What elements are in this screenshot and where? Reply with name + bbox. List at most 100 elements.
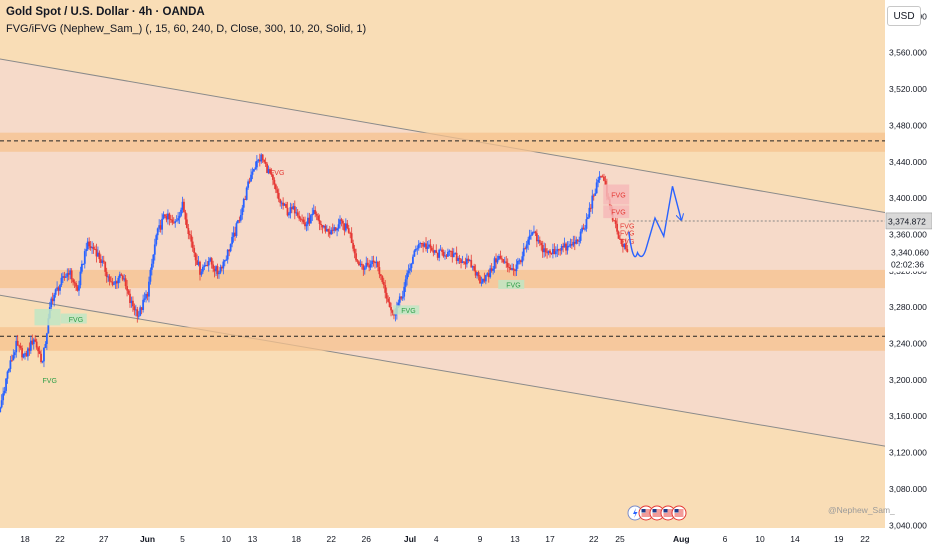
candle-body bbox=[73, 282, 76, 284]
candle bbox=[533, 225, 535, 234]
indicator-legend[interactable]: FVG/iFVG (Nephew_Sam_) (, 15, 60, 240, D… bbox=[6, 23, 367, 35]
candle-body bbox=[174, 221, 177, 224]
candle bbox=[318, 214, 321, 231]
candle bbox=[483, 272, 486, 283]
candle-body bbox=[473, 266, 476, 271]
candle-body bbox=[531, 232, 534, 235]
projection-path[interactable] bbox=[628, 186, 682, 258]
candle bbox=[98, 250, 101, 263]
candle-body bbox=[92, 246, 95, 249]
candle-body bbox=[444, 255, 446, 257]
candle bbox=[410, 262, 413, 273]
candle bbox=[447, 248, 449, 257]
candle-body bbox=[50, 298, 53, 308]
candle-body bbox=[132, 300, 134, 307]
candle-body bbox=[387, 298, 390, 302]
candle bbox=[519, 259, 522, 265]
candle-body bbox=[517, 261, 519, 265]
candle bbox=[404, 275, 407, 293]
candle bbox=[522, 242, 525, 261]
candle bbox=[560, 243, 563, 255]
candle bbox=[426, 241, 429, 254]
candle-body bbox=[218, 272, 220, 275]
candle bbox=[359, 259, 362, 267]
flag-stripe bbox=[674, 515, 684, 517]
currency-button[interactable]: USD bbox=[887, 6, 921, 26]
y-tick-label: 3,120.000 bbox=[889, 448, 927, 458]
candle bbox=[69, 268, 72, 280]
candle-body bbox=[107, 276, 110, 278]
flag-stripe bbox=[674, 513, 684, 515]
candle bbox=[342, 219, 344, 230]
flag-stripe bbox=[663, 515, 673, 517]
candle-body bbox=[155, 235, 158, 245]
candle-body bbox=[245, 187, 248, 200]
candle bbox=[569, 238, 572, 248]
candle bbox=[247, 179, 250, 190]
candle-body bbox=[318, 220, 321, 224]
candle bbox=[261, 154, 264, 164]
candle-body bbox=[136, 309, 139, 317]
candle bbox=[600, 175, 602, 178]
candle-body bbox=[76, 286, 79, 291]
candle bbox=[270, 168, 273, 177]
candle bbox=[369, 260, 372, 271]
y-tick-label: 3,480.000 bbox=[889, 120, 927, 130]
candle bbox=[251, 167, 254, 180]
candle bbox=[290, 203, 293, 214]
candle-body bbox=[150, 263, 153, 270]
candle-body bbox=[235, 223, 238, 236]
channel-lower-line[interactable] bbox=[0, 294, 918, 452]
candle-body bbox=[309, 215, 312, 224]
candle-body bbox=[0, 407, 2, 413]
candle bbox=[53, 292, 56, 307]
candle-body bbox=[492, 268, 495, 271]
candle-body bbox=[60, 277, 63, 286]
candle bbox=[448, 249, 451, 257]
candle bbox=[45, 332, 48, 351]
candle-body bbox=[470, 260, 473, 268]
candle-body bbox=[379, 274, 382, 277]
candle-body bbox=[349, 232, 352, 234]
candle bbox=[464, 257, 467, 270]
candle-body bbox=[417, 244, 420, 249]
candle-body bbox=[533, 231, 535, 233]
candle bbox=[296, 208, 299, 218]
candle bbox=[324, 224, 327, 234]
us-flag-icon[interactable] bbox=[649, 505, 665, 521]
candle-body bbox=[553, 249, 556, 255]
candle-body bbox=[56, 287, 58, 290]
candle bbox=[213, 265, 216, 278]
candle bbox=[260, 153, 263, 164]
candle-body bbox=[229, 244, 232, 252]
candle-body bbox=[594, 193, 597, 196]
flash-icon[interactable] bbox=[627, 505, 643, 521]
us-flag-icon[interactable] bbox=[671, 505, 687, 521]
candle bbox=[353, 244, 356, 259]
candle bbox=[495, 253, 497, 269]
candle-body bbox=[388, 301, 391, 308]
candle bbox=[355, 248, 357, 263]
candle bbox=[282, 197, 285, 210]
candle bbox=[269, 167, 271, 175]
candle bbox=[293, 200, 296, 220]
candle-body bbox=[570, 244, 573, 246]
candle-body bbox=[274, 184, 277, 190]
candle bbox=[622, 238, 624, 253]
flag-stripe bbox=[652, 509, 662, 511]
candle-body bbox=[31, 340, 34, 345]
candle bbox=[101, 255, 104, 267]
candle-body bbox=[204, 264, 207, 266]
x-tick-label: 4 bbox=[434, 534, 439, 544]
candle-body bbox=[159, 225, 162, 230]
candle-body bbox=[66, 273, 69, 277]
candle bbox=[594, 188, 597, 196]
candle-body bbox=[161, 218, 163, 230]
flag-stripe bbox=[641, 511, 651, 513]
candle-body bbox=[595, 182, 598, 194]
candle bbox=[184, 209, 187, 225]
candle bbox=[25, 350, 28, 357]
fvg-box bbox=[34, 308, 61, 326]
